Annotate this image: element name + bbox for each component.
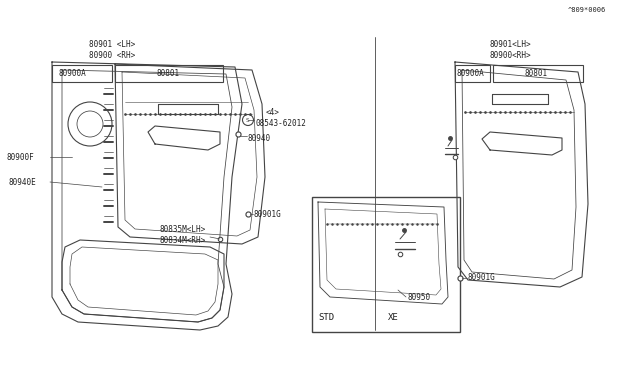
Bar xyxy=(455,65,490,82)
Text: XE: XE xyxy=(388,312,399,321)
Text: 80940E: 80940E xyxy=(8,177,36,186)
Text: 80900 <RH>: 80900 <RH> xyxy=(89,51,135,60)
Bar xyxy=(493,65,583,82)
Bar xyxy=(115,65,223,82)
Text: 80901G: 80901G xyxy=(253,209,281,218)
Text: 80900A: 80900A xyxy=(58,68,86,77)
Text: 80835M<LH>: 80835M<LH> xyxy=(160,224,206,234)
Text: 80940: 80940 xyxy=(248,134,271,142)
Text: S: S xyxy=(246,118,250,122)
Text: 80900A: 80900A xyxy=(456,68,484,77)
Text: STD: STD xyxy=(318,312,334,321)
Text: 80801: 80801 xyxy=(156,68,180,77)
Text: 80901 <LH>: 80901 <LH> xyxy=(89,39,135,48)
Text: 80901<LH>: 80901<LH> xyxy=(489,39,531,48)
Text: <4>: <4> xyxy=(266,108,280,116)
Text: 80950: 80950 xyxy=(408,292,431,301)
Bar xyxy=(312,197,460,332)
Bar xyxy=(52,65,112,82)
Text: ^809*0006: ^809*0006 xyxy=(568,7,606,13)
Text: 80834M<RH>: 80834M<RH> xyxy=(160,235,206,244)
Text: 80900<RH>: 80900<RH> xyxy=(489,51,531,60)
Text: 80900F: 80900F xyxy=(6,153,34,161)
Text: 80801: 80801 xyxy=(524,68,548,77)
Text: 08543-62012: 08543-62012 xyxy=(256,119,307,128)
Text: 80901G: 80901G xyxy=(468,273,496,282)
